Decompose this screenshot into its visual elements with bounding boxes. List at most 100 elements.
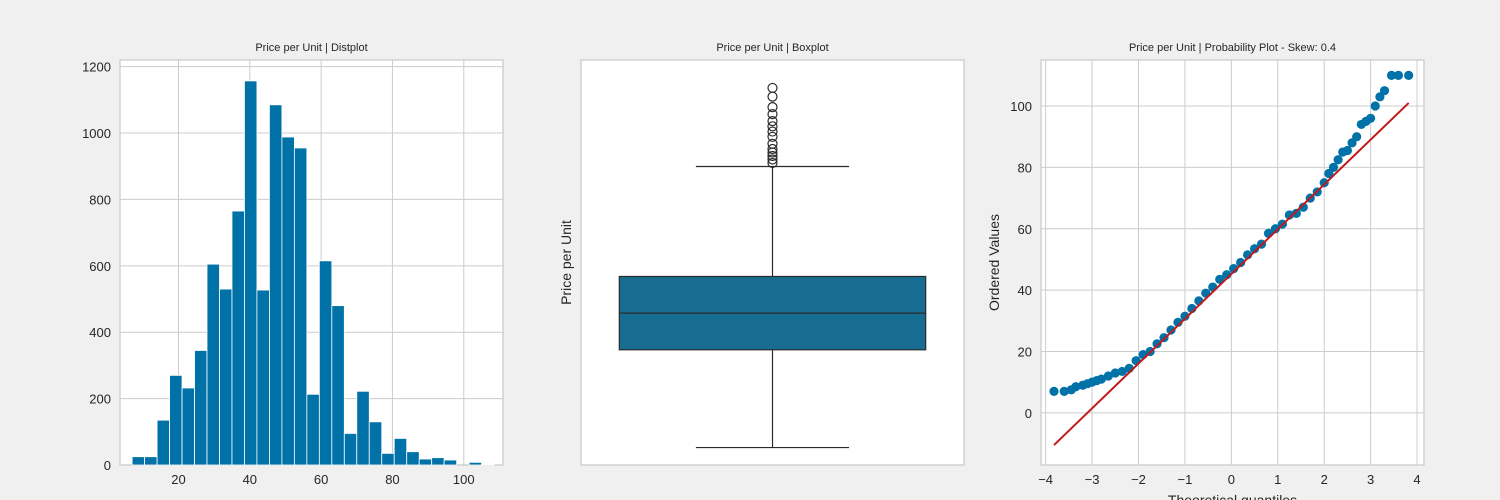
probplot-x-tick-label: −1 bbox=[1178, 472, 1193, 487]
histogram-bar bbox=[131, 456, 146, 466]
box-outlier bbox=[767, 121, 778, 132]
probplot-point bbox=[1249, 244, 1260, 254]
probplot-x-tick-label: 1 bbox=[1274, 472, 1281, 487]
distplot-y-tick-label: 800 bbox=[89, 192, 111, 207]
box-outlier bbox=[767, 138, 778, 149]
box-outlier bbox=[767, 131, 778, 142]
histogram-bar bbox=[393, 438, 408, 466]
probplot-point bbox=[1117, 366, 1127, 377]
histogram-bar bbox=[331, 305, 345, 466]
histogram-bar bbox=[144, 456, 158, 466]
probplot-fit-line bbox=[1053, 102, 1410, 446]
histogram-bar bbox=[368, 421, 383, 466]
probplot-x-tick-label: −4 bbox=[1038, 472, 1053, 487]
probplot-point bbox=[1291, 208, 1301, 219]
probplot-x-tick-label: 0 bbox=[1228, 472, 1235, 487]
probplot-point bbox=[1370, 101, 1380, 111]
probplot-x-tick-label: −2 bbox=[1131, 472, 1146, 487]
probplot-point bbox=[1236, 257, 1246, 268]
probplot-title: Price per Unit | Probability Plot - Skew… bbox=[1129, 42, 1336, 54]
histogram-bar bbox=[343, 433, 358, 466]
probplot-point bbox=[1180, 311, 1190, 321]
distplot-x-tick-label: 20 bbox=[171, 472, 185, 487]
box-outlier bbox=[767, 102, 778, 113]
box-outlier bbox=[767, 126, 778, 137]
histogram-bar bbox=[293, 147, 308, 466]
distplot-x-tick-label: 80 bbox=[385, 472, 399, 487]
histogram-bar bbox=[468, 461, 483, 466]
box-outlier bbox=[767, 150, 778, 162]
histogram-bar bbox=[269, 104, 283, 466]
probplot-point bbox=[1393, 70, 1404, 80]
histogram-bar bbox=[406, 451, 420, 466]
probplot-y-tick-label: 40 bbox=[1018, 283, 1032, 298]
box-outlier bbox=[767, 109, 778, 120]
histogram-bar bbox=[219, 288, 233, 466]
histogram-bar bbox=[244, 80, 258, 466]
histogram-bar bbox=[169, 374, 183, 466]
probplot-point bbox=[1366, 113, 1376, 123]
histogram-bar bbox=[431, 457, 445, 466]
probplot-point bbox=[1284, 210, 1294, 220]
boxplot-ylabel: Price per Unit bbox=[558, 220, 574, 305]
distplot-y-tick-label: 400 bbox=[89, 325, 111, 340]
histogram-bar bbox=[181, 387, 195, 466]
boxplot-panel: Price per Unit | Boxplot Price per Unit bbox=[558, 42, 965, 466]
probplot-point bbox=[1328, 162, 1339, 172]
distplot-y-tick-label: 0 bbox=[104, 458, 111, 473]
distplot-y-tick-label: 200 bbox=[89, 392, 111, 407]
probplot-y-tick-label: 0 bbox=[1025, 406, 1032, 421]
probplot-ylabel: Ordered Values bbox=[986, 214, 1002, 311]
probplot-x-tick-label: −3 bbox=[1085, 472, 1100, 487]
distplot-x-tick-label: 60 bbox=[314, 472, 328, 487]
histogram-bar bbox=[194, 350, 208, 466]
probplot-x-tick-label: 4 bbox=[1413, 472, 1420, 487]
probplot-xlabel: Theoretical quantiles bbox=[1168, 492, 1297, 500]
probplot-point bbox=[1333, 155, 1343, 165]
probplot-point bbox=[1298, 202, 1308, 212]
probplot-point bbox=[1059, 386, 1069, 396]
histogram-bar bbox=[306, 393, 320, 466]
box-outlier bbox=[767, 115, 778, 127]
distplot-y-tick-label: 1200 bbox=[82, 60, 111, 75]
probplot-point bbox=[1270, 224, 1281, 234]
probplot-point bbox=[1110, 368, 1120, 378]
probplot-point bbox=[1342, 145, 1352, 156]
distplot-x-tick-label: 40 bbox=[243, 472, 257, 487]
probplot-point bbox=[1319, 178, 1329, 188]
probplot-point bbox=[1352, 132, 1362, 142]
distplot-y-tick-label: 600 bbox=[89, 259, 111, 274]
probplot-point bbox=[1166, 325, 1176, 335]
histogram-bar bbox=[381, 452, 395, 466]
histogram-bar bbox=[481, 463, 495, 466]
distplot-title: Price per Unit | Distplot bbox=[255, 42, 367, 54]
probplot-x-tick-label: 3 bbox=[1367, 472, 1374, 487]
probplot-point bbox=[1404, 70, 1414, 80]
box-outlier bbox=[767, 157, 778, 169]
histogram-bar bbox=[443, 459, 458, 466]
probplot-point bbox=[1071, 382, 1081, 392]
probplot-point bbox=[1208, 282, 1218, 292]
histogram-bar bbox=[256, 289, 270, 466]
probplot-point bbox=[1103, 371, 1113, 381]
probplot-point bbox=[1152, 339, 1162, 349]
histogram-bar bbox=[356, 390, 370, 466]
probplot-point bbox=[1379, 86, 1390, 96]
histogram-bar bbox=[318, 260, 333, 466]
box-outlier bbox=[767, 154, 778, 165]
probplot-x-tick-label: 2 bbox=[1321, 472, 1328, 487]
histogram-bar bbox=[418, 458, 433, 466]
probplot-point bbox=[1386, 70, 1397, 80]
histogram-bar bbox=[206, 263, 220, 466]
distplot-y-tick-label: 1000 bbox=[82, 126, 111, 141]
probplot-point bbox=[1049, 386, 1059, 396]
boxplot-title: Price per Unit | Boxplot bbox=[716, 42, 828, 54]
histogram-bar bbox=[281, 136, 295, 466]
histogram-bar bbox=[231, 210, 245, 466]
box-outlier bbox=[767, 143, 778, 155]
probplot-y-tick-label: 80 bbox=[1018, 160, 1032, 175]
probplot-y-tick-label: 100 bbox=[1010, 99, 1032, 114]
